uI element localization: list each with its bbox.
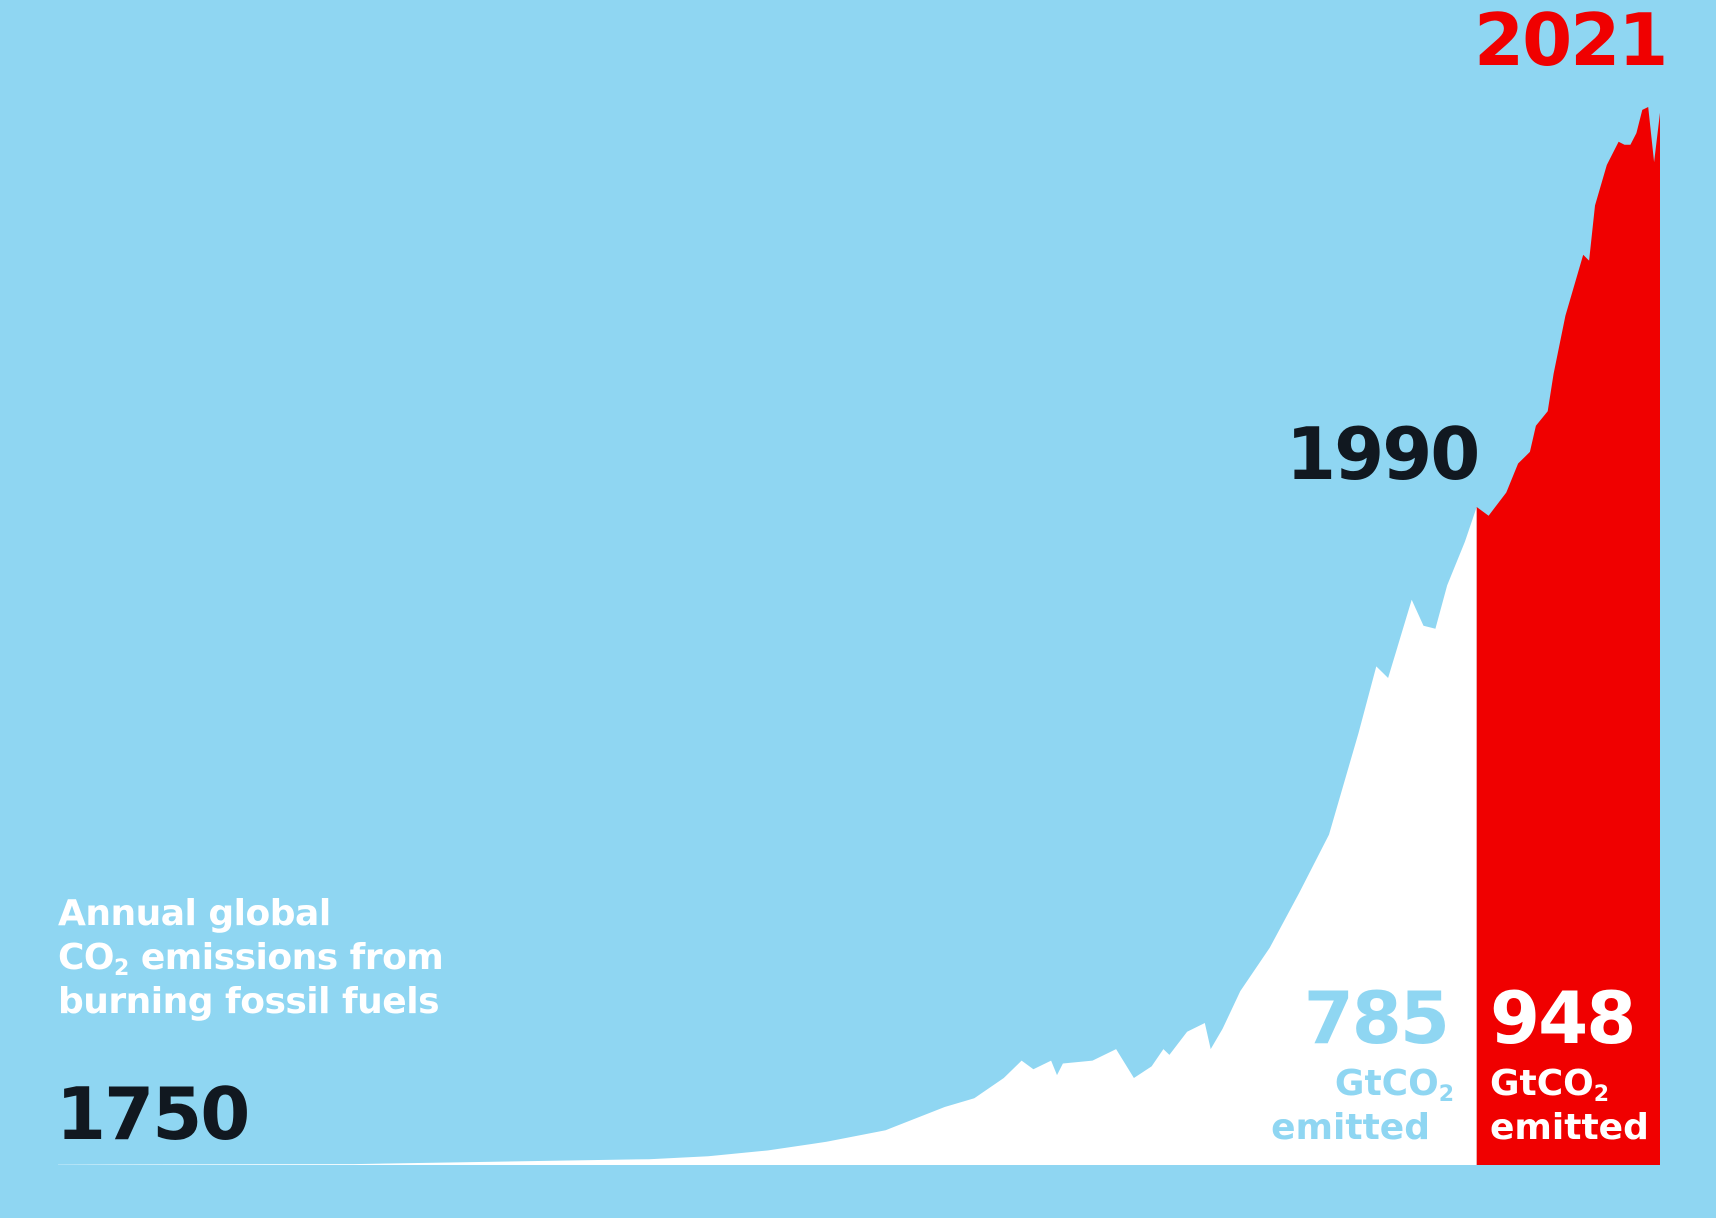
title-subscript: 2 [114, 956, 129, 981]
since-total-value: 948 [1490, 976, 1636, 1060]
since-unit-line-1: GtCO2 [1490, 1062, 1649, 1106]
start-year-label: 1750 [56, 1072, 250, 1156]
since-unit-text: GtCO [1490, 1063, 1594, 1104]
title-emissions-text: emissions from [128, 937, 444, 978]
since-unit-line-2: emitted [1490, 1107, 1649, 1148]
since-unit-subscript: 2 [1593, 1082, 1610, 1107]
since-total-unit: GtCO2 emitted [1490, 1062, 1649, 1150]
before-total-unit: GtCO2 emitted [1271, 1062, 1454, 1150]
area-before-1990 [58, 507, 1477, 1165]
title-line-3: burning fossil fuels [58, 981, 440, 1022]
split-year-label: 1990 [1286, 412, 1480, 496]
before-unit-subscript: 2 [1438, 1082, 1454, 1107]
chart-title: Annual global CO2 emissions from burning… [58, 892, 444, 1024]
before-unit-line-2: emitted [1271, 1107, 1430, 1148]
title-co-text: CO [58, 937, 115, 978]
before-total-value: 785 [1303, 976, 1450, 1060]
end-year-label: 2021 [1474, 0, 1668, 82]
title-line-1: Annual global [58, 893, 331, 934]
title-line-2: CO2 emissions from [58, 936, 444, 981]
before-unit-line-1: GtCO2 [1271, 1062, 1454, 1106]
before-unit-text: GtCO [1334, 1063, 1439, 1104]
area-since-1990 [1476, 107, 1660, 1165]
